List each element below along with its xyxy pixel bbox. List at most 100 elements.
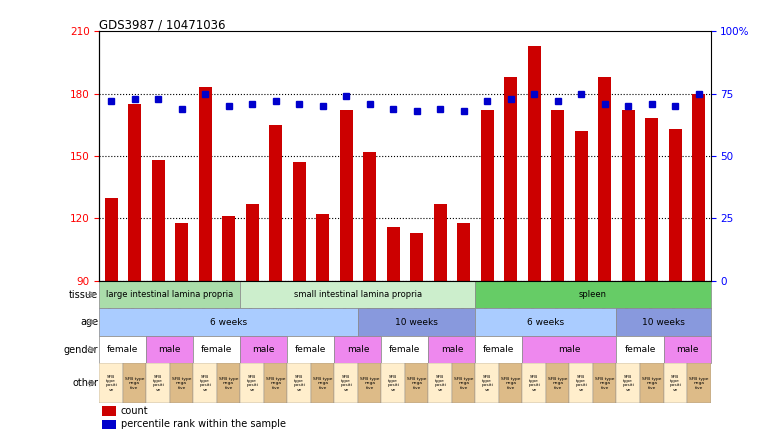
Text: male: male bbox=[558, 345, 581, 354]
Text: SFB
type
positi
ve: SFB type positi ve bbox=[669, 375, 681, 392]
Bar bbox=[147, 363, 170, 403]
Bar bbox=[381, 363, 405, 403]
Bar bbox=[569, 363, 593, 403]
Bar bbox=[617, 363, 640, 403]
Bar bbox=[102, 420, 116, 429]
Bar bbox=[452, 363, 475, 403]
Text: SFB type
nega
tive: SFB type nega tive bbox=[595, 377, 614, 389]
Bar bbox=[311, 363, 335, 403]
Bar bbox=[646, 119, 659, 281]
Bar bbox=[241, 281, 475, 308]
Bar bbox=[241, 336, 287, 363]
Text: female: female bbox=[295, 345, 326, 354]
Text: spleen: spleen bbox=[579, 290, 607, 299]
Bar bbox=[692, 94, 705, 281]
Text: SFB
type
positi
ve: SFB type positi ve bbox=[293, 375, 305, 392]
Text: 6 weeks: 6 weeks bbox=[210, 317, 248, 326]
Bar bbox=[358, 308, 475, 336]
Text: female: female bbox=[201, 345, 232, 354]
Bar bbox=[475, 308, 617, 336]
Text: SFB type
nega
tive: SFB type nega tive bbox=[454, 377, 474, 389]
Text: female: female bbox=[624, 345, 656, 354]
Text: SFB
type
positi
ve: SFB type positi ve bbox=[434, 375, 446, 392]
Bar bbox=[387, 227, 400, 281]
Bar bbox=[170, 363, 193, 403]
Bar bbox=[128, 104, 141, 281]
Text: percentile rank within the sample: percentile rank within the sample bbox=[121, 420, 286, 429]
Text: 6 weeks: 6 weeks bbox=[527, 317, 565, 326]
Bar bbox=[363, 152, 376, 281]
Text: age: age bbox=[80, 317, 98, 327]
Bar bbox=[287, 336, 335, 363]
Bar bbox=[546, 363, 569, 403]
Bar bbox=[105, 198, 118, 281]
Bar bbox=[99, 308, 358, 336]
Text: female: female bbox=[484, 345, 515, 354]
Bar bbox=[593, 363, 617, 403]
Bar bbox=[99, 363, 123, 403]
Bar bbox=[457, 222, 470, 281]
Text: SFB type
nega
tive: SFB type nega tive bbox=[266, 377, 286, 389]
Bar bbox=[663, 363, 687, 403]
Bar bbox=[405, 363, 429, 403]
Text: SFB
type
positi
ve: SFB type positi ve bbox=[481, 375, 493, 392]
Text: SFB
type
positi
ve: SFB type positi ve bbox=[246, 375, 258, 392]
Bar bbox=[481, 110, 494, 281]
Text: SFB
type
positi
ve: SFB type positi ve bbox=[199, 375, 211, 392]
Text: tissue: tissue bbox=[69, 289, 98, 300]
Bar bbox=[175, 222, 188, 281]
Bar bbox=[687, 363, 711, 403]
Text: other: other bbox=[72, 378, 98, 388]
Bar bbox=[598, 77, 611, 281]
Bar bbox=[99, 336, 147, 363]
Bar bbox=[264, 363, 287, 403]
Text: male: male bbox=[159, 345, 181, 354]
Text: SFB type
nega
tive: SFB type nega tive bbox=[407, 377, 426, 389]
Bar bbox=[287, 363, 311, 403]
Bar bbox=[475, 281, 711, 308]
Text: male: male bbox=[441, 345, 463, 354]
Bar bbox=[269, 125, 282, 281]
Bar bbox=[523, 336, 617, 363]
Text: gender: gender bbox=[63, 345, 98, 354]
Bar bbox=[335, 363, 358, 403]
Text: SFB
type
positi
ve: SFB type positi ve bbox=[152, 375, 164, 392]
Bar bbox=[316, 214, 329, 281]
Bar bbox=[622, 110, 635, 281]
Bar bbox=[99, 281, 241, 308]
Text: SFB type
nega
tive: SFB type nega tive bbox=[360, 377, 380, 389]
Text: SFB type
nega
tive: SFB type nega tive bbox=[125, 377, 144, 389]
Bar bbox=[246, 204, 258, 281]
Text: SFB type
nega
tive: SFB type nega tive bbox=[501, 377, 520, 389]
Bar bbox=[663, 336, 711, 363]
Bar bbox=[475, 336, 523, 363]
Bar bbox=[528, 46, 541, 281]
Text: male: male bbox=[347, 345, 369, 354]
Text: SFB type
nega
tive: SFB type nega tive bbox=[548, 377, 568, 389]
Bar bbox=[193, 336, 241, 363]
Bar bbox=[217, 363, 241, 403]
Bar bbox=[358, 363, 381, 403]
Bar bbox=[410, 233, 423, 281]
Bar bbox=[147, 336, 193, 363]
Text: male: male bbox=[676, 345, 698, 354]
Text: SFB type
nega
tive: SFB type nega tive bbox=[172, 377, 191, 389]
Bar bbox=[241, 363, 264, 403]
Bar bbox=[293, 162, 306, 281]
Text: SFB
type
positi
ve: SFB type positi ve bbox=[340, 375, 352, 392]
Text: SFB type
nega
tive: SFB type nega tive bbox=[689, 377, 708, 389]
Text: SFB type
nega
tive: SFB type nega tive bbox=[313, 377, 332, 389]
Bar bbox=[617, 336, 663, 363]
Text: SFB type
nega
tive: SFB type nega tive bbox=[642, 377, 662, 389]
Bar bbox=[222, 216, 235, 281]
Bar bbox=[151, 160, 164, 281]
Text: SFB
type
positi
ve: SFB type positi ve bbox=[387, 375, 399, 392]
Bar bbox=[102, 406, 116, 416]
Text: large intestinal lamina propria: large intestinal lamina propria bbox=[106, 290, 234, 299]
Bar bbox=[381, 336, 429, 363]
Bar bbox=[499, 363, 523, 403]
Text: SFB type
nega
tive: SFB type nega tive bbox=[219, 377, 238, 389]
Bar bbox=[335, 336, 381, 363]
Text: 10 weeks: 10 weeks bbox=[395, 317, 438, 326]
Text: 10 weeks: 10 weeks bbox=[642, 317, 685, 326]
